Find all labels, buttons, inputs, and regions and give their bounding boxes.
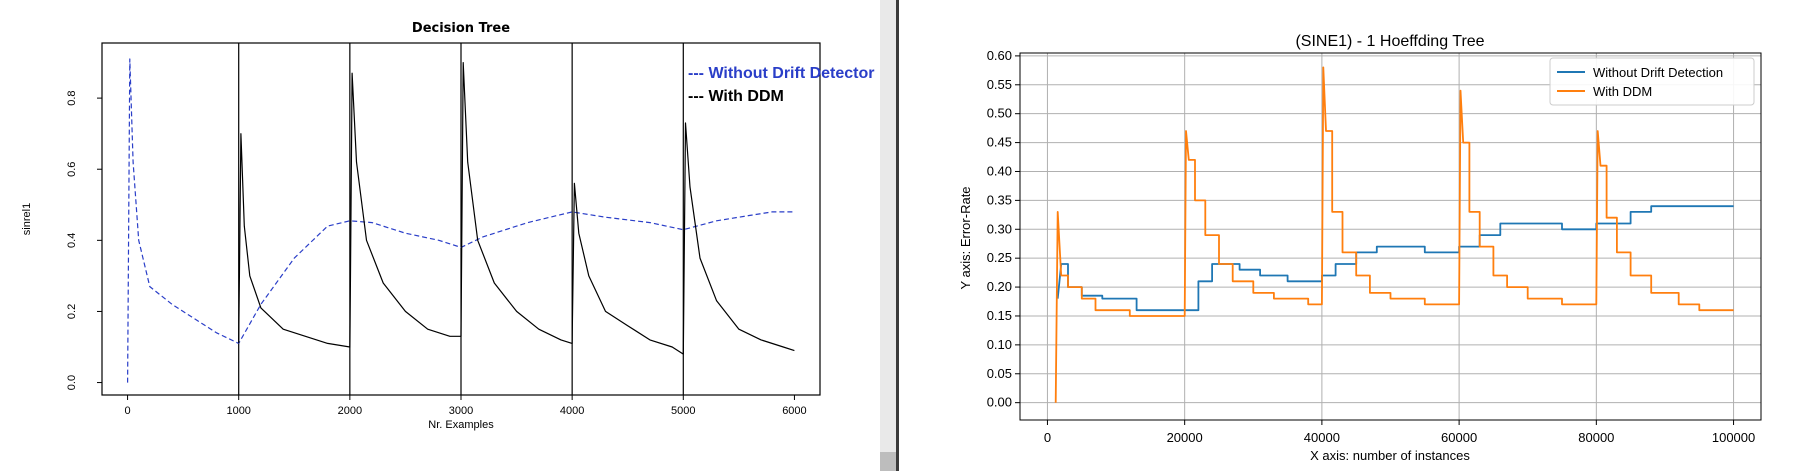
right-y-tick-label: 0.05 [987,366,1012,381]
left-x-axis-label: Nr. Examples [428,419,494,431]
left-x-tick-label: 5000 [671,405,695,417]
right-legend: Without Drift Detection With DDM [1549,57,1755,106]
left-series-line-1 [238,62,795,355]
right-grid [1020,53,1761,420]
left-x-ticks: 0 1000 2000 3000 4000 5000 6000 [125,395,807,417]
left-y-axis-label: sinrel1 [21,203,33,235]
right-series [1054,66,1734,403]
right-y-tick-label: 0.20 [987,279,1012,294]
right-y-axis-label: Y axis: Error-Rate [958,186,973,289]
right-y-tick-label: 0.30 [987,221,1012,236]
left-legend-entry-ddm: --- With DDM [688,88,784,105]
left-legend: --- Without Drift Detector --- With DDM [688,65,875,105]
right-y-tick-label: 0.35 [987,192,1012,207]
right-series-line-1 [1054,66,1734,403]
right-series-line-0 [1056,205,1734,312]
scrollbar-thumb[interactable] [880,452,896,471]
left-x-tick-label: 4000 [560,405,584,417]
right-y-tick-label: 0.00 [987,395,1012,410]
left-y-tick-label: 0.6 [66,162,78,177]
right-y-tick-label: 0.45 [987,135,1012,150]
right-y-tick-label: 0.55 [987,77,1012,92]
left-x-tick-label: 2000 [338,405,362,417]
left-series-line-0 [127,58,795,383]
right-x-tick-label: 0 [1044,430,1051,445]
left-y-tick-label: 0.0 [66,375,78,390]
left-chart-title: Decision Tree [412,21,510,36]
right-x-tick-label: 40000 [1304,430,1340,445]
left-legend-entry-without-drift: --- Without Drift Detector [688,65,875,82]
left-series [127,58,795,383]
scrollbar[interactable] [880,0,896,471]
right-y-tick-label: 0.60 [987,48,1012,63]
right-chart-title: (SINE1) - 1 Hoeffding Tree [1295,33,1484,50]
right-legend-entry-without-drift: Without Drift Detection [1593,65,1723,80]
right-y-tick-label: 0.50 [987,106,1012,121]
right-y-tick-label: 0.40 [987,163,1012,178]
left-y-tick-label: 0.2 [66,304,78,319]
panel-divider [896,0,899,471]
left-y-tick-label: 0.8 [66,90,78,105]
decision-tree-chart: Decision Tree Nr. Examples sinrel1 0 1000… [21,21,875,431]
right-legend-box [1549,57,1755,106]
right-x-tick-label: 100000 [1712,430,1755,445]
left-x-tick-label: 3000 [449,405,473,417]
right-x-tick-label: 20000 [1167,430,1203,445]
right-x-tick-label: 80000 [1578,430,1614,445]
right-x-tick-label: 60000 [1441,430,1477,445]
right-y-ticks: 0.00 0.05 0.10 0.15 0.20 0.25 0.30 0.35 0.40 0.45… [987,48,1020,410]
left-y-ticks: 0.0 0.2 0.4 0.6 0.8 [66,90,102,390]
right-y-tick-label: 0.25 [987,250,1012,265]
hoeffding-tree-chart: (SINE1) - 1 Hoeffding Tree X axis: numbe… [958,33,1762,463]
right-x-axis-label: X axis: number of instances [1310,448,1470,463]
left-x-tick-label: 1000 [226,405,250,417]
right-plot-frame [1019,52,1762,421]
left-x-tick-label: 6000 [782,405,806,417]
left-x-tick-label: 0 [125,405,131,417]
right-legend-entry-ddm: With DDM [1593,84,1652,99]
right-y-tick-label: 0.15 [987,308,1012,323]
right-x-ticks: 0 20000 40000 60000 80000 100000 [1044,420,1755,445]
right-y-tick-label: 0.10 [987,337,1012,352]
left-y-tick-label: 0.4 [66,233,78,248]
